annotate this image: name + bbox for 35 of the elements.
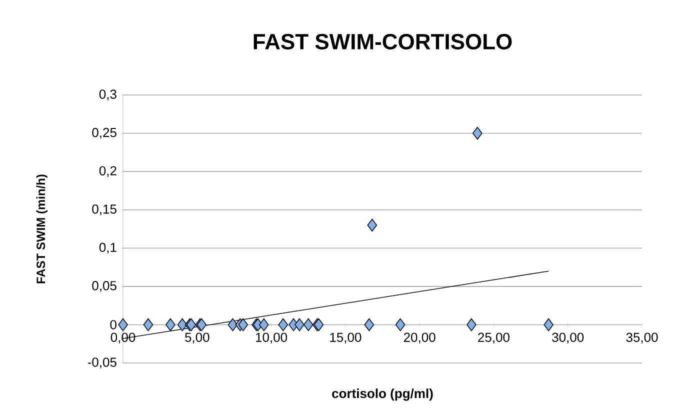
y-tick-label: -0,05 <box>88 358 116 368</box>
y-tick-label: 0,05 <box>92 281 116 292</box>
x-tick-label: 10,00 <box>256 332 288 344</box>
x-tick-label: 35,00 <box>626 332 658 344</box>
y-tick-label: 0,2 <box>99 166 116 177</box>
x-axis-title: cortisolo (pg/ml) <box>332 388 433 401</box>
y-axis-title: FAST SWIM (min/h) <box>36 174 48 284</box>
y-tick-label: 0,3 <box>99 90 116 100</box>
y-tick-label: 0,25 <box>92 128 116 139</box>
x-tick-label: 25,00 <box>478 332 510 344</box>
point <box>118 318 128 332</box>
point <box>177 318 188 332</box>
point <box>294 318 304 332</box>
chart-title: FAST SWIM-CORTISOLO <box>254 34 512 50</box>
point <box>166 318 176 332</box>
x-tick-label: 5,00 <box>185 332 210 344</box>
x-tick-label: 0,00 <box>110 332 136 344</box>
point <box>367 218 378 232</box>
point <box>258 318 269 332</box>
point <box>228 318 238 332</box>
point <box>466 318 476 332</box>
y-tick-label: 0 <box>110 320 116 330</box>
y-tick-label: 0,1 <box>99 242 116 254</box>
x-tick-label: 15,00 <box>330 332 362 344</box>
point <box>143 318 154 332</box>
x-tick-label: 20,00 <box>404 332 436 344</box>
point <box>472 126 482 140</box>
point <box>544 318 554 332</box>
x-tick-label: 30,00 <box>552 332 584 344</box>
point <box>278 318 288 332</box>
point <box>395 318 406 332</box>
point <box>364 318 374 332</box>
y-tick-label: 0,15 <box>92 204 116 216</box>
point <box>303 318 314 332</box>
point <box>238 318 248 332</box>
